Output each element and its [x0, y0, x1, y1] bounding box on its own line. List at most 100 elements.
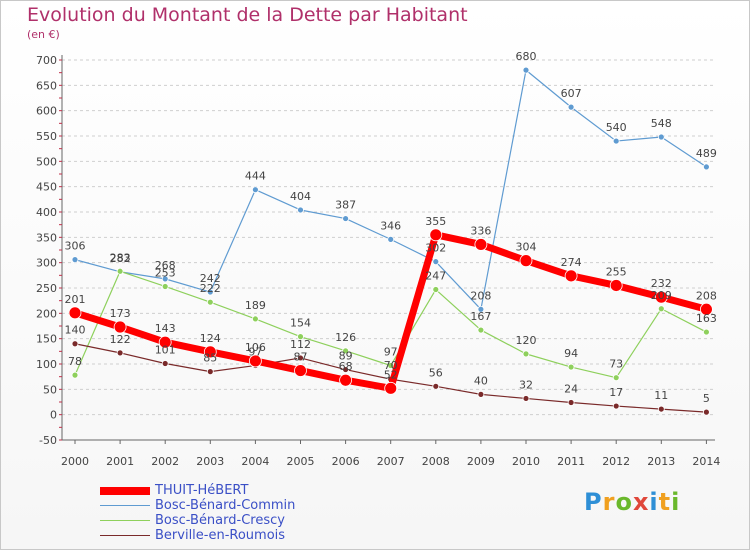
data-point [567, 103, 575, 111]
brand-letter: P [584, 488, 603, 516]
chart-unit-label: (en €) [27, 28, 60, 41]
brand-letter: t [658, 488, 672, 516]
x-tick-label: 2010 [512, 455, 540, 468]
x-tick-label: 2004 [241, 455, 269, 468]
data-point [429, 228, 443, 242]
data-point [474, 238, 488, 251]
data-label: 85 [203, 352, 217, 365]
data-label: 52 [384, 368, 398, 381]
series-line [74, 270, 391, 376]
y-tick-label: -50 [39, 434, 57, 447]
series-line [390, 288, 707, 379]
data-point [387, 362, 395, 369]
x-tick-label: 2000 [61, 455, 89, 468]
data-label: 242 [200, 272, 221, 285]
data-label: 282 [110, 252, 131, 265]
data-label: 97 [384, 346, 398, 359]
legend-entry: Bosc-Bénard-Commin [100, 498, 295, 513]
legend-entry: THUIT-HéBERT [100, 483, 248, 498]
y-tick-label: 150 [36, 333, 57, 346]
legend-label: Berville-en-Roumois [155, 528, 286, 543]
data-point [567, 363, 575, 371]
data-label: 201 [65, 293, 86, 306]
data-point [432, 258, 440, 266]
data-label: 208 [470, 289, 491, 302]
data-label: 189 [245, 299, 266, 312]
data-label: 154 [290, 317, 311, 330]
data-point [612, 402, 620, 410]
data-label: 268 [155, 259, 176, 272]
data-label: 680 [516, 50, 537, 63]
data-label: 336 [470, 224, 491, 237]
data-label: 106 [245, 341, 266, 354]
data-point [297, 354, 304, 362]
legend-swatch [100, 534, 150, 537]
data-label: 306 [65, 240, 86, 253]
data-label: 274 [561, 256, 582, 269]
data-label: 355 [425, 215, 446, 228]
data-point [294, 364, 307, 377]
data-point [203, 345, 217, 359]
data-label: 126 [335, 331, 356, 344]
x-tick-label: 2008 [422, 455, 450, 468]
data-point [657, 133, 665, 141]
x-tick-label: 2012 [602, 455, 630, 468]
data-label: 24 [564, 383, 578, 396]
data-label: 607 [561, 87, 582, 100]
data-point [297, 206, 304, 214]
data-point [71, 340, 79, 348]
y-tick-label: 50 [43, 383, 57, 396]
data-label: 404 [290, 190, 311, 203]
data-label: 140 [65, 324, 86, 337]
y-tick-label: 0 [50, 409, 57, 422]
brand-letter: r [602, 488, 616, 516]
data-point [339, 373, 353, 387]
data-label: 56 [429, 366, 443, 379]
data-point [700, 302, 713, 316]
data-point [248, 354, 262, 368]
data-label: 304 [516, 241, 537, 254]
data-point [251, 186, 259, 194]
data-label: 112 [290, 338, 311, 351]
data-label: 40 [474, 374, 488, 387]
data-label: 173 [110, 307, 131, 320]
chart-title: Evolution du Montant de la Dette par Hab… [27, 4, 468, 26]
legend-label: Bosc-Bénard-Commin [155, 498, 296, 513]
data-label: 124 [200, 332, 221, 345]
x-tick-label: 2003 [196, 455, 224, 468]
data-point [113, 320, 127, 334]
data-point [116, 267, 124, 275]
y-tick-label: 450 [36, 181, 57, 194]
data-label: 247 [425, 270, 446, 283]
data-label: 122 [110, 333, 131, 346]
data-point [522, 66, 530, 74]
data-point [432, 382, 440, 390]
data-point [567, 399, 575, 406]
y-tick-label: 200 [36, 307, 57, 320]
brand-letter: x [632, 488, 650, 516]
data-label: 32 [519, 378, 533, 391]
x-tick-label: 2009 [467, 455, 495, 468]
legend-label: Bosc-Bénard-Crescy [155, 513, 285, 528]
data-label: 11 [654, 389, 668, 402]
brand-logo: Proxiti [584, 488, 680, 516]
data-point [161, 275, 169, 283]
data-label: 97 [248, 346, 262, 359]
legend-swatch [100, 486, 150, 495]
brand-letter: i [671, 488, 681, 516]
data-label: 255 [606, 265, 627, 278]
data-point [161, 360, 169, 367]
data-point [477, 390, 485, 398]
data-point [477, 305, 485, 313]
data-label: 222 [200, 282, 221, 295]
data-label: 209 [651, 289, 672, 302]
legend-swatch [100, 519, 150, 522]
x-tick-label: 2013 [647, 455, 675, 468]
data-label: 78 [68, 355, 82, 368]
data-point [612, 137, 620, 145]
data-point [206, 368, 214, 376]
data-label: 70 [384, 359, 398, 372]
series-line [73, 309, 392, 392]
legend-entry: Berville-en-Roumois [100, 528, 285, 543]
